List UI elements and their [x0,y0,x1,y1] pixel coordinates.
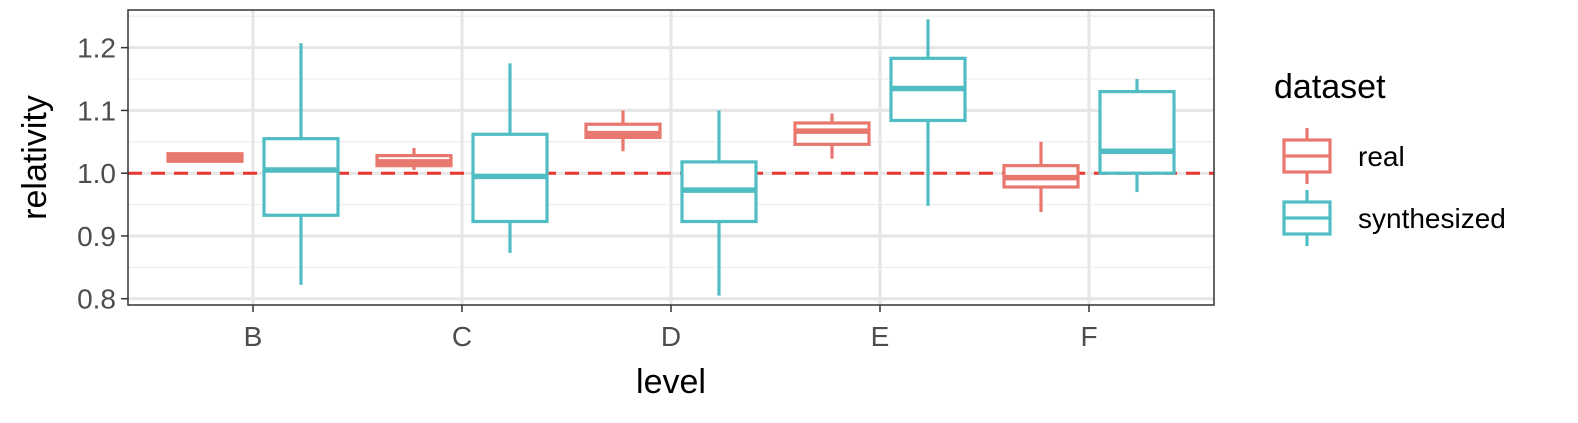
box-real-F [1002,141,1080,213]
box-synthesized-B [262,43,340,285]
box-synthesized-C [471,63,549,253]
legend-label: real [1358,141,1405,172]
legend-item-real: real [1282,128,1405,184]
y-tick-label: 1.0 [77,158,116,189]
box-real-C [375,148,453,171]
y-tick-label: 0.8 [77,284,116,315]
x-tick-label: B [244,321,263,352]
y-tick-label: 1.1 [77,95,116,126]
box-real-D [584,110,662,152]
grid-lines [128,10,1214,305]
box-synthesized-D [680,110,758,296]
legend: dataset real synthesized [1274,68,1506,246]
boxes-group [166,19,1176,296]
legend-title: dataset [1274,68,1386,106]
x-tick-label: D [661,321,681,352]
box-synthesized-E [889,19,967,206]
box-synthesized-F [1098,79,1176,193]
y-axis-title: relativity [16,95,54,220]
box-body [1098,89,1176,175]
axes-group: 0.8 0.9 1.0 1.1 1.2 B C D E F [77,33,1097,352]
box-real-E [793,113,871,159]
x-axis-title: level [636,363,706,401]
legend-items: real synthesized [1282,128,1506,246]
x-tick-label: C [452,321,472,352]
box-real-B [166,152,244,163]
y-tick-label: 1.2 [77,33,116,64]
x-tick-label: E [871,321,890,352]
legend-label: synthesized [1358,203,1506,234]
y-tick-label: 0.9 [77,221,116,252]
x-tick-label: F [1080,321,1097,352]
box-body [262,137,340,217]
legend-item-synthesized: synthesized [1282,190,1506,246]
